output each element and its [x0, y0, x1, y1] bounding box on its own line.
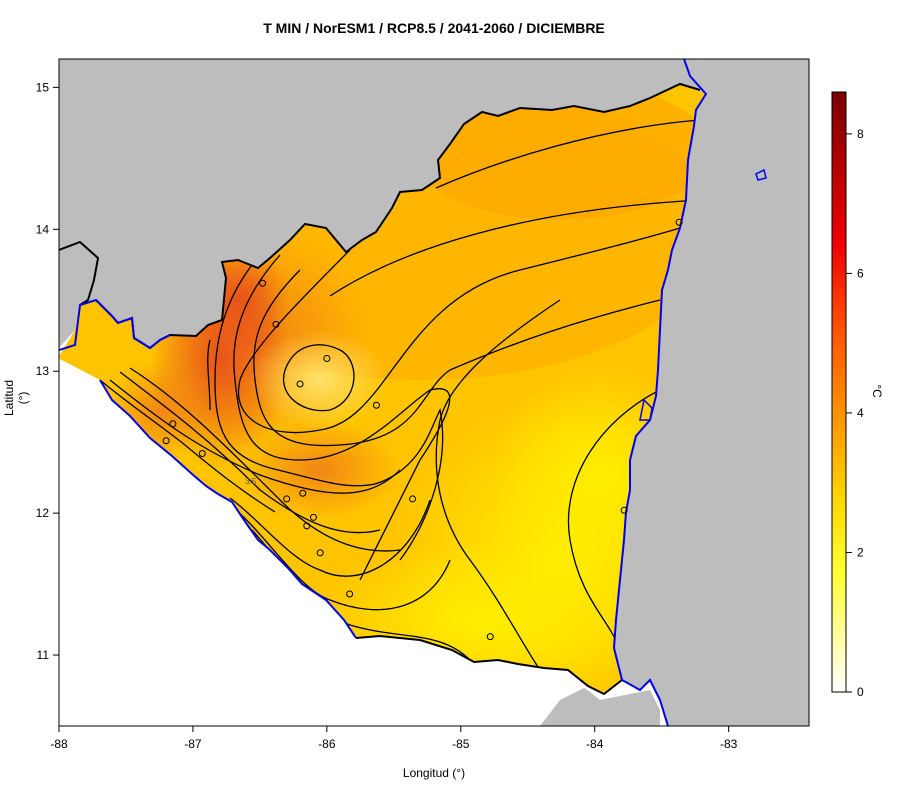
- colorbar-tick-label: 4: [857, 406, 864, 420]
- y-tick-label: 11: [37, 648, 50, 662]
- station-marker: [283, 495, 291, 503]
- station-marker: [169, 420, 177, 428]
- station-marker: [198, 450, 206, 458]
- y-tick-label: 15: [36, 80, 50, 94]
- country-border-south: [355, 634, 623, 696]
- contour-line: [567, 389, 661, 651]
- lake-coast: [639, 398, 653, 421]
- contour-line: [253, 269, 661, 447]
- y-tick-label: 14: [36, 222, 50, 236]
- y-axis: 11 12 13 14 15: [36, 80, 59, 662]
- station-marker: [299, 489, 307, 497]
- y-axis-label: Latitud (°): [2, 379, 30, 417]
- station-marker: [323, 354, 331, 362]
- contour-line: [283, 344, 355, 412]
- corn-islands: [755, 168, 767, 181]
- chart-title: T MIN / NorESM1 / RCP8.5 / 2041-2060 / D…: [263, 20, 605, 36]
- colorbar: [831, 91, 847, 693]
- contour-line: [233, 254, 451, 581]
- colorbar-tick-label: 6: [857, 266, 864, 280]
- land-northeast: [614, 59, 809, 726]
- x-tick-label: -85: [452, 737, 470, 751]
- contour-line: [214, 254, 444, 561]
- map-layer: 3.5: [59, 59, 809, 726]
- contour-label: 3.5: [245, 477, 257, 486]
- colorbar-label: °C: [870, 384, 884, 398]
- colorbar-tick-label: 2: [857, 545, 864, 559]
- station-marker: [316, 549, 324, 557]
- land-northwest: [59, 59, 706, 348]
- station-marker: [296, 380, 304, 388]
- station-marker: [346, 590, 354, 598]
- contour-line: [207, 339, 211, 411]
- coastline-caribbean: [612, 59, 708, 726]
- country-border-honduras: [59, 240, 100, 306]
- contour-line: [109, 379, 401, 494]
- station-marker: [272, 320, 280, 328]
- contour-line: [129, 367, 401, 552]
- station-marker: [309, 513, 317, 521]
- station-marker: [372, 401, 380, 409]
- x-axis: -88 -87 -86 -85 -84 -83: [50, 726, 738, 751]
- x-tick-label: -84: [586, 737, 604, 751]
- station-marker: [486, 633, 494, 641]
- station-marker: [409, 495, 417, 503]
- contour-line: [119, 371, 381, 534]
- contour-line: [237, 227, 681, 434]
- x-tick-label: -86: [318, 737, 336, 751]
- contour-line: [435, 119, 701, 189]
- x-tick-label: -87: [184, 737, 202, 751]
- colorbar-tick-label: 8: [857, 127, 864, 141]
- y-tick-label: 12: [36, 506, 50, 520]
- contour-line: [329, 199, 701, 297]
- colorbar-axis: 0 2 4 6 8: [846, 127, 864, 699]
- x-tick-label: -83: [720, 737, 738, 751]
- station-marker: [620, 506, 628, 514]
- station-markers: [162, 218, 683, 641]
- station-marker: [303, 522, 311, 530]
- station-marker: [259, 279, 267, 287]
- station-marker: [675, 218, 683, 226]
- contour-line: [99, 379, 276, 513]
- contour-line: [229, 497, 431, 577]
- contour-line: [235, 509, 451, 611]
- y-tick-label: 13: [36, 364, 50, 378]
- x-axis-label: Longitud (°): [402, 766, 466, 780]
- contour-line: [435, 299, 561, 671]
- coastline-pacific: [59, 298, 357, 639]
- x-tick-label: -88: [50, 737, 68, 751]
- station-marker: [162, 437, 170, 445]
- plot-frame: [58, 58, 810, 727]
- pacific-ocean: [59, 345, 588, 726]
- colorbar-tick-label: 0: [857, 685, 864, 699]
